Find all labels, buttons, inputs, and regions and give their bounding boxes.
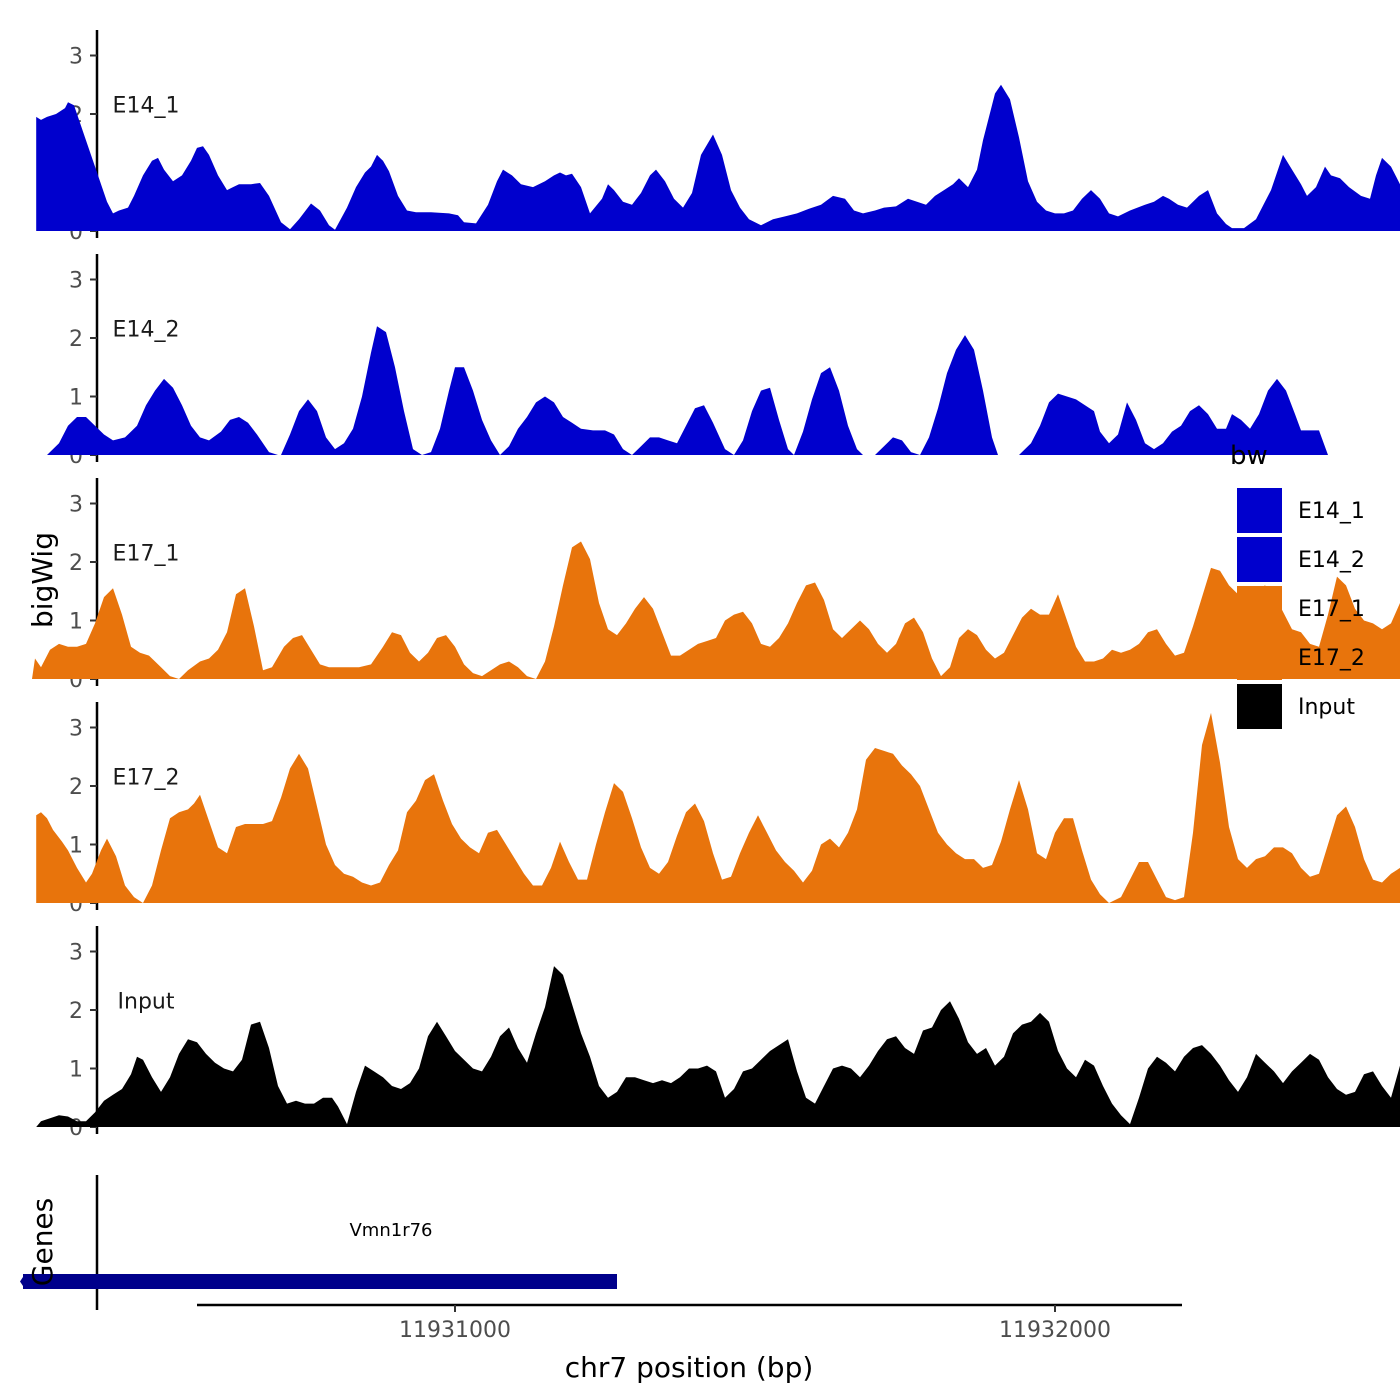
legend-label: Input bbox=[1298, 695, 1355, 720]
y-tick-label: 2 bbox=[69, 327, 83, 352]
y-axis-title: bigWig bbox=[26, 532, 59, 628]
y-tick-label: 1 bbox=[69, 610, 83, 635]
legend-swatch bbox=[1237, 635, 1282, 680]
track-label: E17_2 bbox=[113, 765, 180, 790]
signal-area-input bbox=[36, 966, 1400, 1127]
track-label: Input bbox=[118, 989, 175, 1014]
y-tick-label: 3 bbox=[69, 493, 83, 518]
x-tick-label: 11931000 bbox=[399, 1318, 511, 1343]
y-tick-label: 1 bbox=[69, 386, 83, 411]
signal-area-e14-2 bbox=[47, 326, 1328, 455]
y-tick-label: 2 bbox=[69, 775, 83, 800]
gene-body bbox=[23, 1274, 617, 1289]
y-tick-label: 1 bbox=[69, 1058, 83, 1083]
track-label: E14_2 bbox=[113, 317, 180, 342]
y-tick-label: 3 bbox=[69, 941, 83, 966]
x-axis: 119310001193200011933000 bbox=[197, 1303, 1182, 1343]
legend-label: E14_2 bbox=[1298, 548, 1365, 573]
legend-swatch bbox=[1237, 488, 1282, 533]
legend-swatch bbox=[1237, 684, 1282, 729]
x-tick-label: 11932000 bbox=[999, 1318, 1111, 1343]
legend: bw E14_1 E14_2 E17_1 E17_2 Input bbox=[1230, 441, 1365, 729]
track-label: E17_1 bbox=[113, 541, 180, 566]
y-tick-label: 2 bbox=[69, 999, 83, 1024]
signal-area-e17-1 bbox=[32, 541, 1400, 679]
y-tick-label: 3 bbox=[69, 45, 83, 70]
gene-strand-marker bbox=[20, 1277, 23, 1286]
legend-title: bw bbox=[1230, 441, 1268, 471]
legend-swatch bbox=[1237, 537, 1282, 582]
genes-panel-title: Genes bbox=[26, 1198, 59, 1286]
y-tick-label: 3 bbox=[69, 269, 83, 294]
legend-swatch bbox=[1237, 586, 1282, 631]
y-tick-label: 2 bbox=[69, 551, 83, 576]
gene-area: Vmn1r76 bbox=[20, 1175, 617, 1310]
y-tick-label: 3 bbox=[69, 717, 83, 742]
y-tick-label: 1 bbox=[69, 834, 83, 859]
legend-label: E14_1 bbox=[1298, 499, 1365, 524]
gene-label: Vmn1r76 bbox=[349, 1220, 432, 1241]
signal-area-e14-1 bbox=[36, 84, 1400, 231]
legend-label: E17_1 bbox=[1298, 597, 1365, 622]
track-area: 0123E14_10123E14_20123E17_10123E17_20123… bbox=[32, 30, 1400, 1141]
legend-label: E17_2 bbox=[1298, 646, 1365, 671]
signal-area-e17-2 bbox=[36, 712, 1400, 903]
x-axis-title: chr7 position (bp) bbox=[565, 1351, 814, 1384]
track-label: E14_1 bbox=[113, 93, 180, 118]
